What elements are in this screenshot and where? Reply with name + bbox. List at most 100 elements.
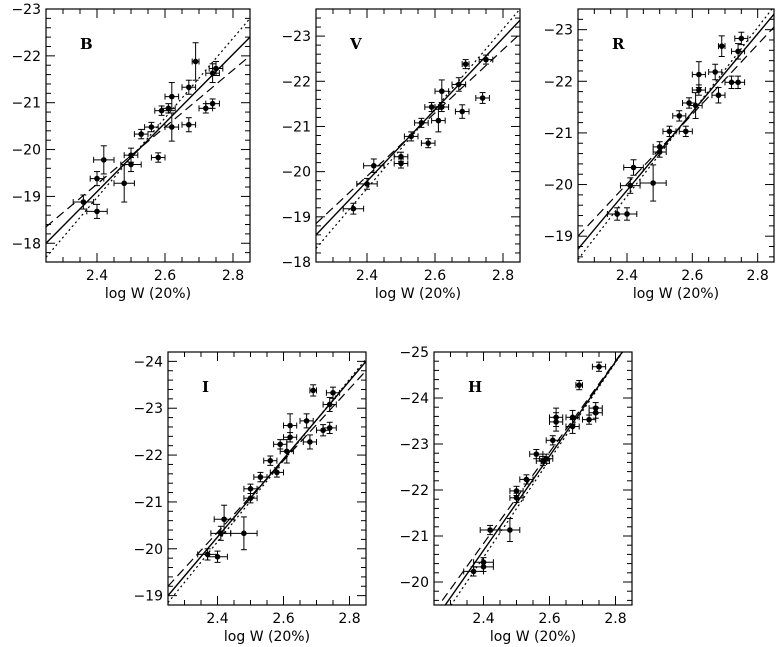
data-marker — [569, 423, 576, 430]
fit-line-dashed — [438, 352, 623, 605]
data-marker — [630, 164, 637, 171]
data-marker — [213, 65, 219, 72]
data-point — [565, 409, 580, 425]
data-marker — [214, 553, 221, 560]
data-marker — [624, 211, 630, 217]
y-tick-label: −19 — [543, 229, 573, 245]
data-point — [181, 117, 197, 133]
data-marker — [303, 418, 310, 424]
data-point — [213, 504, 235, 534]
x-tick-label: 2.8 — [492, 268, 514, 284]
data-point — [161, 103, 176, 114]
data-marker — [101, 157, 107, 163]
data-marker — [398, 153, 404, 160]
data-marker — [553, 414, 559, 421]
data-marker — [121, 180, 127, 187]
x-axis-title: log W (20%) — [633, 286, 719, 302]
x-tick-label: 2.4 — [356, 268, 378, 284]
data-point — [113, 164, 135, 203]
data-point — [208, 60, 224, 77]
x-tick-label: 2.8 — [747, 268, 769, 284]
y-tick-label: −20 — [281, 165, 311, 181]
x-tick-label: 2.8 — [222, 268, 244, 284]
data-marker — [169, 93, 175, 100]
band-label: B — [80, 35, 93, 53]
y-tick-label: −20 — [11, 143, 41, 159]
fit-line-dotted — [316, 9, 520, 249]
data-marker — [592, 405, 599, 411]
fit-line-dotted — [168, 358, 366, 604]
data-marker — [284, 448, 290, 455]
data-point — [414, 117, 429, 128]
data-marker — [428, 104, 435, 110]
y-tick-label: −24 — [133, 354, 163, 370]
data-marker — [257, 474, 264, 480]
band-label: H — [468, 378, 482, 396]
data-point — [461, 59, 470, 70]
data-marker — [277, 441, 284, 448]
data-point — [181, 79, 197, 95]
data-marker — [186, 121, 192, 128]
data-marker — [543, 455, 549, 462]
data-point — [164, 82, 180, 112]
data-marker — [94, 208, 100, 215]
fit-line-dotted — [46, 17, 250, 258]
data-marker — [470, 568, 477, 575]
data-marker — [128, 152, 134, 158]
data-point — [529, 449, 544, 460]
data-marker — [696, 71, 702, 78]
data-point — [123, 147, 139, 163]
data-point — [672, 110, 687, 122]
data-point — [691, 84, 706, 96]
x-tick-label: 2.6 — [424, 268, 446, 284]
y-tick-label: −23 — [11, 2, 41, 18]
data-marker — [735, 79, 741, 86]
x-axis-title: log W (20%) — [375, 286, 461, 302]
data-point — [144, 121, 159, 133]
data-point — [164, 112, 180, 142]
data-marker — [209, 70, 216, 76]
data-point — [434, 102, 450, 113]
data-point — [539, 453, 554, 464]
data-marker — [718, 43, 725, 49]
data-marker — [398, 160, 404, 167]
fit-line-dashed — [46, 55, 250, 228]
data-point — [342, 202, 365, 215]
data-point — [434, 79, 450, 104]
data-point — [688, 92, 703, 119]
data-marker — [627, 182, 634, 189]
data-point — [325, 386, 341, 399]
data-marker — [487, 527, 493, 533]
data-marker — [247, 486, 254, 492]
data-point — [588, 402, 603, 415]
data-marker — [364, 181, 370, 187]
data-point — [309, 384, 317, 397]
data-point — [243, 483, 258, 494]
data-point — [473, 557, 494, 568]
data-point — [133, 128, 149, 140]
data-point — [717, 35, 726, 58]
data-point — [230, 516, 258, 551]
data-marker — [712, 69, 718, 75]
data-point — [269, 467, 284, 478]
y-tick-label: −25 — [399, 345, 429, 361]
data-point — [86, 203, 108, 219]
fit-line-dashed — [316, 33, 520, 225]
y-tick-label: −23 — [133, 401, 163, 417]
data-point — [89, 171, 105, 187]
data-marker — [371, 162, 377, 169]
data-marker — [483, 56, 489, 63]
data-marker — [439, 88, 445, 95]
x-tick-label: 2.8 — [604, 611, 626, 627]
x-tick-label: 2.4 — [206, 611, 228, 627]
band-label: V — [349, 35, 362, 53]
data-point — [711, 86, 726, 104]
x-tick-label: 2.6 — [272, 611, 294, 627]
y-tick-label: −18 — [281, 255, 311, 271]
data-point — [478, 54, 494, 65]
data-marker — [330, 389, 336, 396]
data-marker — [128, 161, 134, 168]
data-marker — [513, 495, 520, 501]
y-tick-label: −20 — [399, 575, 429, 591]
